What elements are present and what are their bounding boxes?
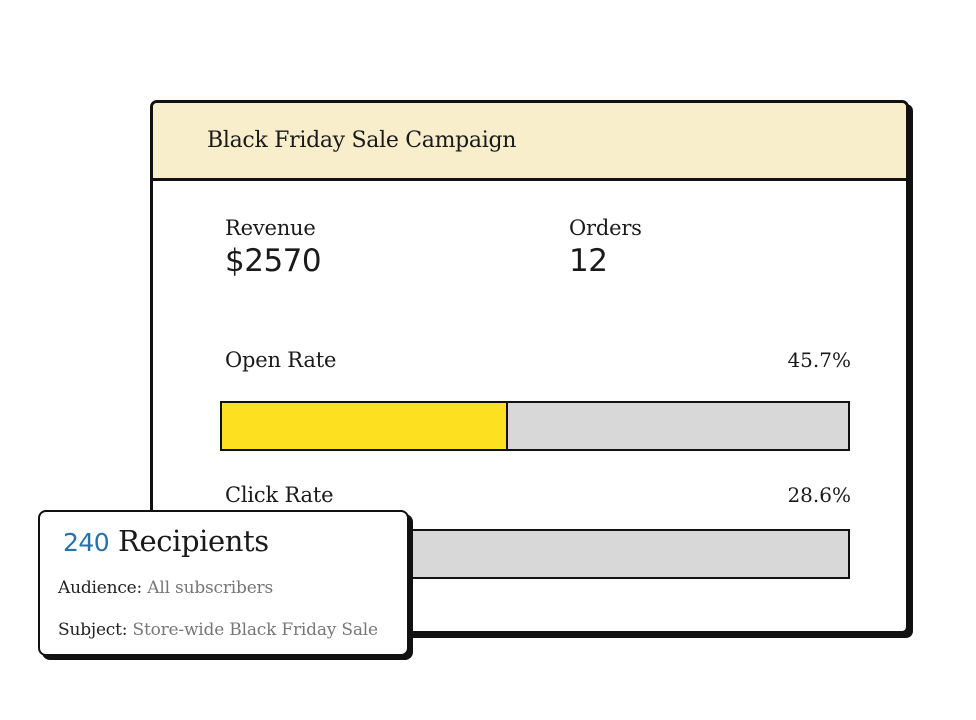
recipients-label: Recipients [118, 524, 269, 558]
campaign-title: Black Friday Sale Campaign [207, 128, 517, 153]
orders-value: 12 [569, 243, 608, 279]
revenue-label: Revenue [225, 216, 316, 240]
click-rate-row: Click Rate 28.6% [225, 483, 851, 507]
open-rate-bar [220, 401, 850, 451]
open-rate-bar-fill [222, 403, 509, 449]
open-rate-row: Open Rate 45.7% [225, 348, 851, 372]
audience-key: Audience: [58, 578, 143, 598]
orders-label: Orders [569, 216, 642, 240]
orders-stat: Orders 12 [569, 216, 642, 279]
open-rate-label: Open Rate [225, 348, 337, 372]
recipients-count: 240 [63, 528, 110, 557]
revenue-stat: Revenue $2570 [225, 216, 322, 279]
recipients-card: 240 Recipients Audience: All subscribers… [38, 510, 409, 656]
click-rate-label: Click Rate [225, 483, 334, 507]
subject-line: Subject: Store-wide Black Friday Sale [58, 620, 378, 640]
subject-value: Store-wide Black Friday Sale [132, 620, 379, 640]
revenue-value: $2570 [225, 243, 322, 279]
click-rate-value: 28.6% [787, 483, 851, 507]
campaign-header: Black Friday Sale Campaign [153, 103, 906, 181]
subject-key: Subject: [58, 620, 128, 640]
recipients-heading: 240 Recipients [63, 524, 269, 558]
audience-value: All subscribers [147, 578, 274, 598]
audience-line: Audience: All subscribers [58, 578, 273, 598]
open-rate-value: 45.7% [787, 348, 851, 372]
